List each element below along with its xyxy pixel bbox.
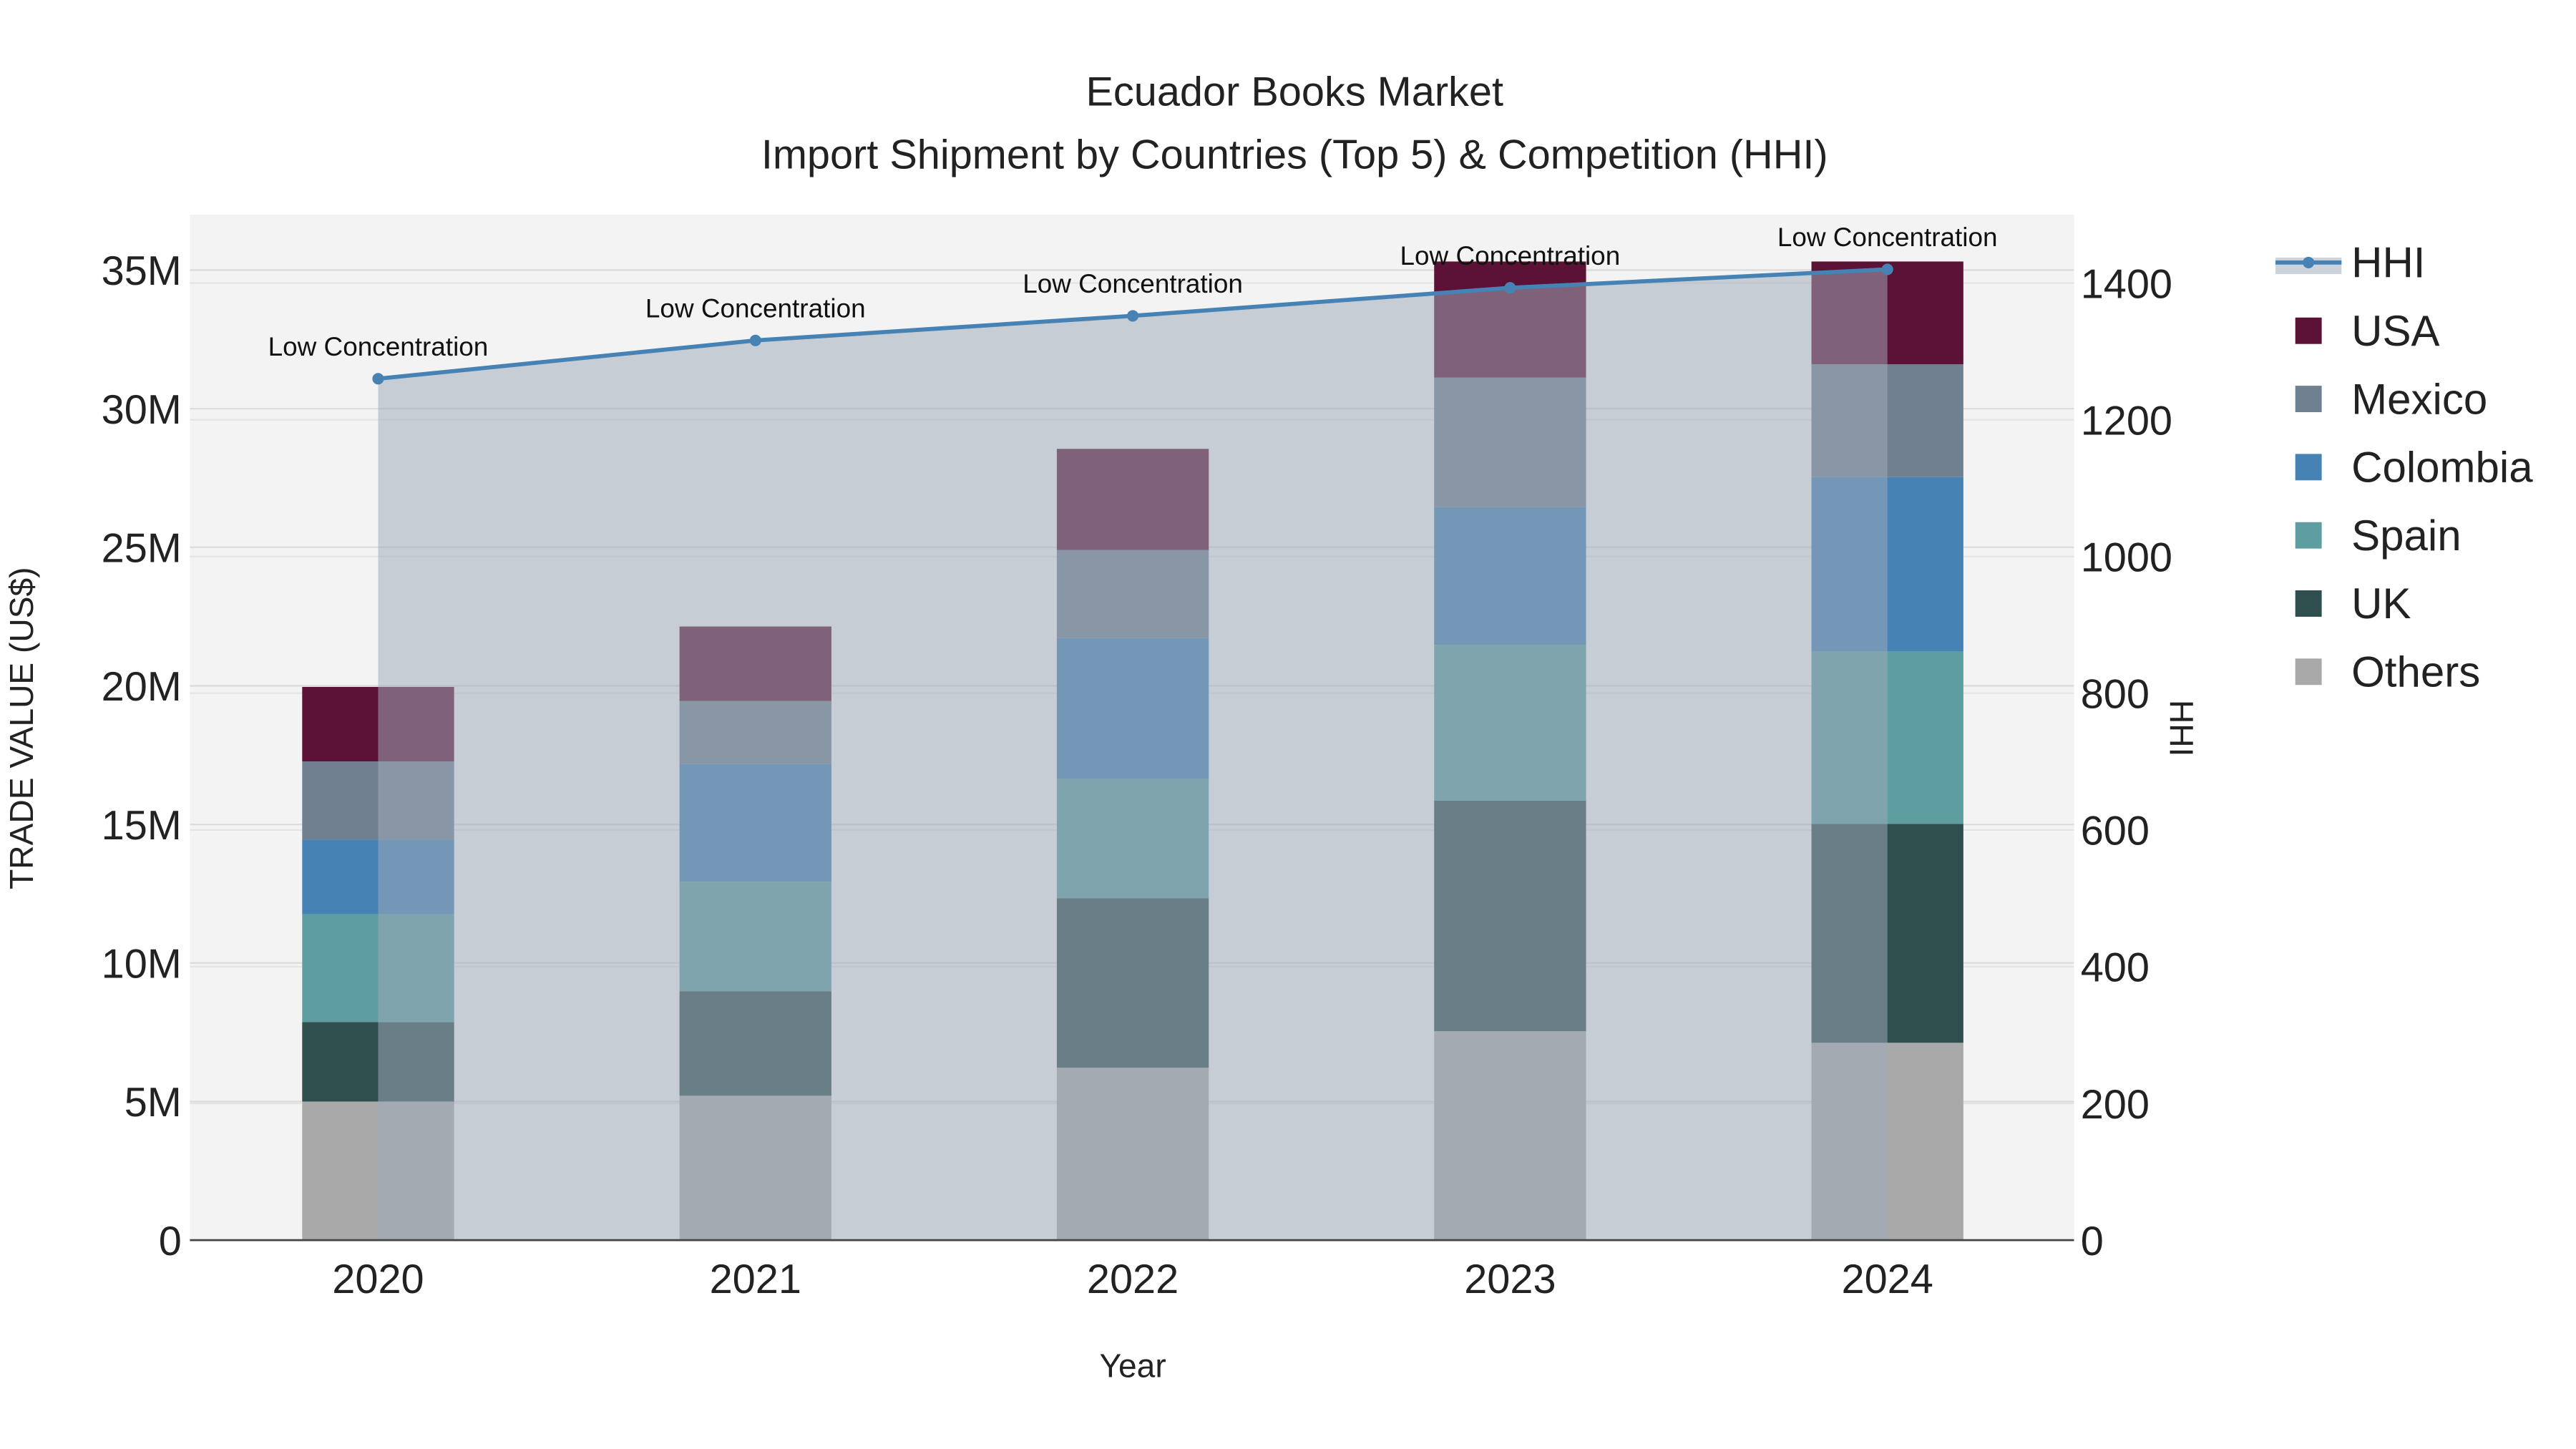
y-tick-label: 10M <box>102 942 182 987</box>
legend-label: UK <box>2351 580 2411 628</box>
y-tick-label: 0 <box>159 1219 182 1264</box>
hhi-annotation: Low Concentration <box>1023 269 1243 298</box>
legend-marker <box>2303 256 2315 268</box>
legend-swatch <box>2295 454 2322 481</box>
legend-item-hhi[interactable]: HHI <box>2275 239 2425 287</box>
legend-item-spain[interactable]: Spain <box>2295 512 2462 560</box>
legend-swatch <box>2295 386 2322 412</box>
chart-subtitle: Import Shipment by Countries (Top 5) & C… <box>761 132 1828 177</box>
chart-title: Ecuador Books Market <box>1085 69 1503 115</box>
legend-swatch <box>2295 658 2322 686</box>
hhi-point-2021[interactable] <box>749 334 761 346</box>
x-tick-label: 2021 <box>710 1257 801 1302</box>
y-tick-label: 35M <box>102 248 182 294</box>
legend-label: HHI <box>2351 239 2425 287</box>
hhi-annotation: Low Concentration <box>1400 241 1621 270</box>
x-tick-label: 2022 <box>1087 1257 1179 1302</box>
legend-label: USA <box>2351 307 2439 355</box>
y2-tick-label: 400 <box>2081 945 2150 991</box>
hhi-point-2024[interactable] <box>1881 263 1893 275</box>
y-tick-label: 25M <box>102 526 182 572</box>
legend-item-uk[interactable]: UK <box>2295 580 2411 628</box>
legend: HHI USA Mexico Colombia Spain UK Others <box>2275 239 2533 696</box>
hhi-area <box>378 269 1888 1241</box>
x-tick-label: 2020 <box>332 1257 424 1302</box>
legend-label: Mexico <box>2351 375 2487 423</box>
legend-label: Colombia <box>2351 444 2533 492</box>
legend-swatch <box>2295 522 2322 549</box>
legend-item-usa[interactable]: USA <box>2295 307 2440 355</box>
y2-tick-label: 0 <box>2081 1219 2104 1264</box>
y-tick-label: 15M <box>102 803 182 849</box>
y-tick-label: 20M <box>102 664 182 710</box>
hhi-annotation: Low Concentration <box>645 293 866 323</box>
y2-tick-label: 800 <box>2081 672 2150 718</box>
y2-axis-label: HHI <box>2162 700 2200 756</box>
legend-item-colombia[interactable]: Colombia <box>2295 444 2534 492</box>
legend-swatch <box>2295 317 2322 344</box>
hhi-annotation: Low Concentration <box>1777 223 1998 252</box>
legend-item-mexico[interactable]: Mexico <box>2295 375 2488 423</box>
legend-label: Others <box>2351 648 2480 696</box>
hhi-point-2022[interactable] <box>1127 310 1139 322</box>
hhi-point-2023[interactable] <box>1504 282 1516 294</box>
hhi-annotation: Low Concentration <box>268 332 489 361</box>
y-tick-label: 30M <box>102 387 182 433</box>
y2-tick-label: 1200 <box>2081 398 2172 444</box>
y2-tick-label: 1400 <box>2081 261 2172 307</box>
y2-tick-label: 1000 <box>2081 535 2172 580</box>
x-axis-label: Year <box>1099 1347 1166 1385</box>
y2-tick-label: 600 <box>2081 809 2150 854</box>
legend-item-others[interactable]: Others <box>2295 648 2481 696</box>
y2-tick-label: 200 <box>2081 1082 2150 1128</box>
legend-label: Spain <box>2351 512 2461 560</box>
y-axis-label: TRADE VALUE (US$) <box>3 567 40 889</box>
y-tick-label: 5M <box>125 1080 182 1126</box>
hhi-point-2020[interactable] <box>372 373 384 385</box>
x-tick-label: 2023 <box>1464 1257 1556 1302</box>
legend-swatch <box>2295 590 2322 617</box>
x-tick-label: 2024 <box>1842 1257 1933 1302</box>
